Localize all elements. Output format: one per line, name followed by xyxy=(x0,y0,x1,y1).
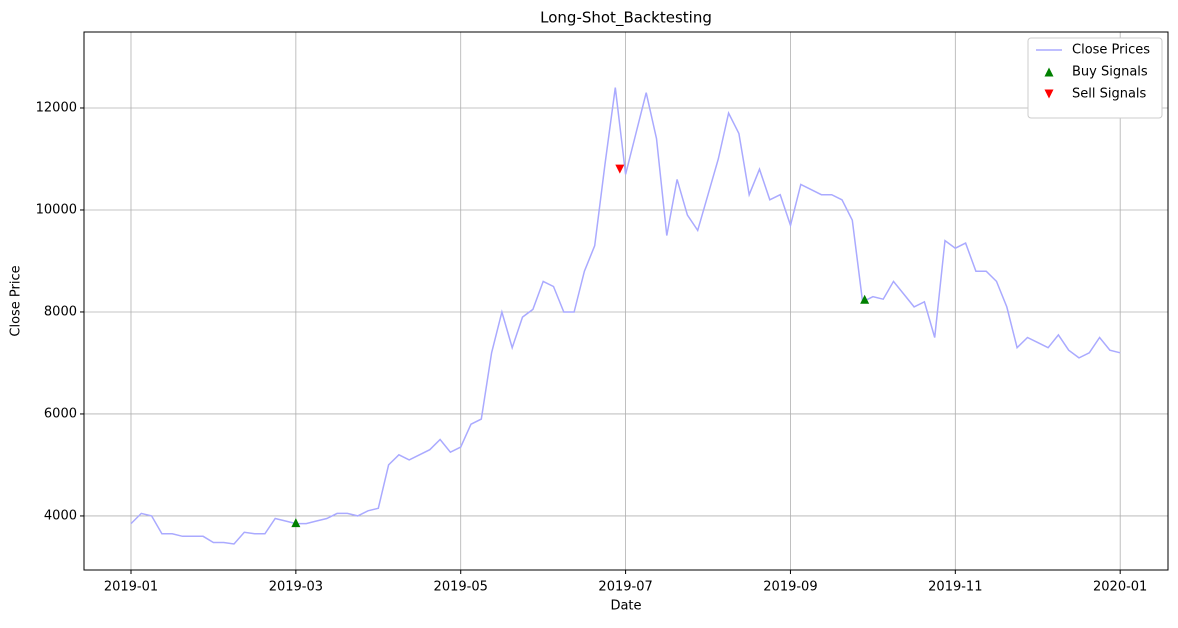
x-tick-label: 2019-01 xyxy=(104,580,158,595)
signal-marker xyxy=(615,164,625,174)
y-tick-label: 10000 xyxy=(36,202,77,217)
plot-frame xyxy=(83,31,1169,571)
signal-marker xyxy=(860,294,870,304)
legend-label: Close Prices xyxy=(1072,43,1150,58)
x-tick-label: 2019-09 xyxy=(763,580,817,595)
chart-title: Long-Shot_Backtesting xyxy=(540,9,712,28)
x-tick-label: 2019-11 xyxy=(928,580,982,595)
y-tick-label: 6000 xyxy=(44,406,77,421)
signal-marker xyxy=(291,518,301,528)
y-tick-label: 8000 xyxy=(44,304,77,319)
x-tick-label: 2019-05 xyxy=(434,580,488,595)
legend-swatch xyxy=(1044,89,1054,99)
x-axis-label: Date xyxy=(610,599,641,614)
y-axis-label: Close Price xyxy=(9,265,24,336)
x-tick-label: 2019-07 xyxy=(598,580,652,595)
legend-box xyxy=(1027,37,1163,119)
y-tick-label: 12000 xyxy=(36,100,77,115)
x-tick-label: 2020-01 xyxy=(1093,580,1147,595)
legend-swatch xyxy=(1044,67,1054,77)
y-tick-label: 4000 xyxy=(44,508,77,523)
legend-label: Buy Signals xyxy=(1072,65,1148,80)
legend-label: Sell Signals xyxy=(1072,87,1147,102)
x-tick-label: 2019-03 xyxy=(269,580,323,595)
